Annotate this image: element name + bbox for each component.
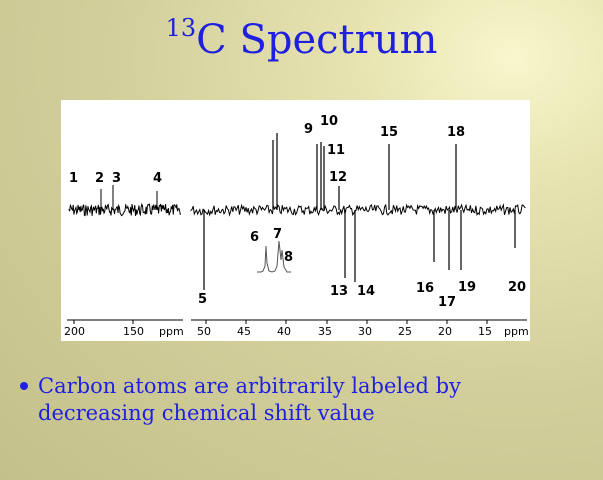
- title-text: C Spectrum: [196, 17, 438, 63]
- tick-label-45: 45: [237, 325, 251, 338]
- peak-label-8: 8: [284, 250, 293, 265]
- bullet-text: Carbon atoms are arbitrarily labeled by …: [38, 374, 461, 425]
- tick-label-20: 20: [438, 325, 452, 338]
- peak-label-4: 4: [153, 171, 162, 186]
- peak-label-3: 3: [112, 171, 121, 186]
- axis-unit-left: ppm: [159, 325, 184, 338]
- peak-label-5: 5: [198, 292, 207, 307]
- peak-label-1: 1: [69, 171, 78, 186]
- peak-label-14: 14: [357, 284, 375, 299]
- nmr-spectrum-image: 1 2 3 4 5 6 7 8 9 10 11 12 13 14 15 16 1…: [61, 100, 530, 341]
- baseline-noise-left: [68, 202, 181, 217]
- tick-label-30: 30: [358, 325, 372, 338]
- peak-label-17: 17: [438, 295, 456, 310]
- spectrum-svg: 1 2 3 4 5 6 7 8 9 10 11 12 13 14 15 16 1…: [64, 114, 529, 338]
- tick-label-35: 35: [318, 325, 332, 338]
- axis-unit-right: ppm: [504, 325, 529, 338]
- peak-label-18: 18: [447, 125, 465, 140]
- peak-label-11: 11: [327, 143, 345, 158]
- peak-label-16: 16: [416, 281, 434, 296]
- bullet-dot-icon: [20, 382, 28, 390]
- baseline-noise-right: [190, 203, 526, 217]
- title-superscript: 13: [165, 14, 197, 42]
- peak-label-20: 20: [508, 280, 526, 295]
- tick-label-15: 15: [478, 325, 492, 338]
- peak-label-15: 15: [380, 125, 398, 140]
- tick-label-200: 200: [64, 325, 85, 338]
- tick-label-150: 150: [123, 325, 144, 338]
- inset-expansion-trace: [257, 240, 291, 273]
- peak-label-19: 19: [458, 280, 476, 295]
- peak-label-12: 12: [329, 170, 347, 185]
- tick-label-40: 40: [277, 325, 291, 338]
- peak-label-2: 2: [95, 171, 104, 186]
- peak-label-6: 6: [250, 230, 259, 245]
- peak-label-10: 10: [320, 114, 338, 129]
- slide-title: 13C Spectrum: [0, 14, 603, 66]
- peak-label-13: 13: [330, 284, 348, 299]
- tick-label-25: 25: [398, 325, 412, 338]
- peak-label-7: 7: [273, 227, 282, 242]
- tick-label-50: 50: [197, 325, 211, 338]
- peak-label-9: 9: [304, 122, 313, 137]
